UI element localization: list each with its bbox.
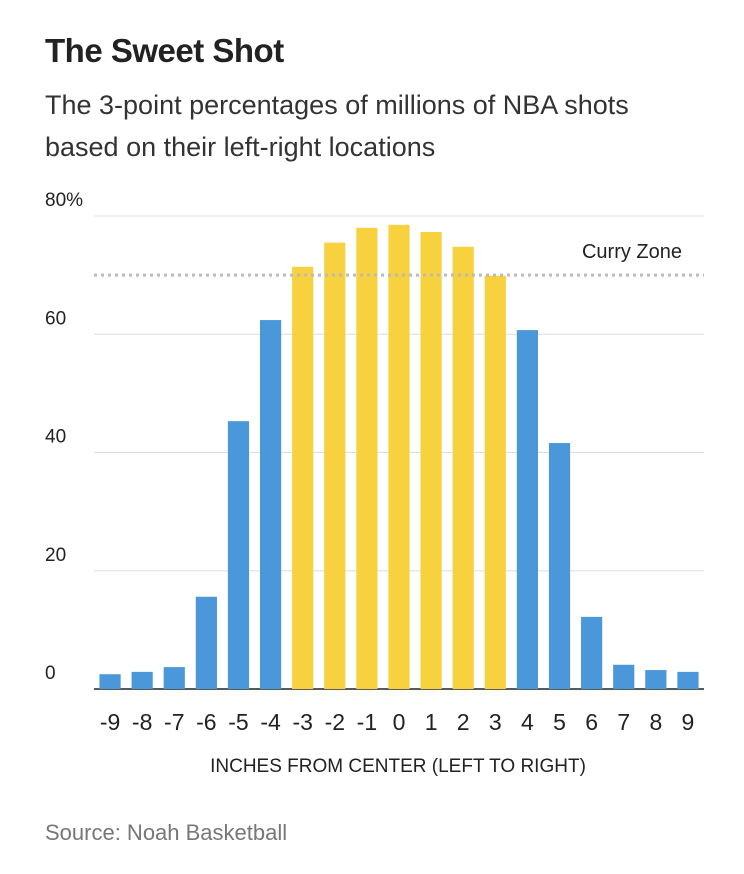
x-tick-label: -8	[132, 709, 152, 735]
bar	[388, 224, 410, 689]
y-tick-label: 20	[45, 545, 66, 566]
reference-label: Curry Zone	[582, 241, 682, 263]
x-tick-label: -4	[260, 709, 281, 735]
bar	[645, 670, 667, 689]
bar	[452, 246, 474, 689]
x-tick-label: 3	[489, 709, 502, 735]
bar	[227, 421, 250, 689]
y-tick-label: 40	[45, 427, 66, 448]
x-tick-label: -3	[292, 709, 312, 735]
x-tick-label: 8	[649, 709, 662, 735]
chart-subtitle: The 3-point percentages of millions of N…	[45, 90, 629, 162]
bar	[292, 266, 314, 689]
source: Source: Noah Basketball	[45, 820, 288, 845]
bar	[99, 674, 121, 689]
chart-title: The Sweet Shot	[45, 32, 284, 69]
x-tick-label: -5	[228, 709, 248, 735]
x-tick-label: -2	[325, 709, 345, 735]
chart: INCHES FROM CENTER (LEFT TO RIGHT) 02040…	[45, 190, 704, 777]
x-tick-label: 1	[425, 709, 438, 735]
bar	[131, 671, 153, 689]
y-tick-label: 80%	[45, 190, 83, 211]
x-tick-label: 4	[521, 709, 534, 735]
bar	[613, 664, 635, 689]
bar	[516, 330, 539, 689]
x-axis-label: INCHES FROM CENTER (LEFT TO RIGHT)	[210, 756, 586, 777]
bar	[259, 320, 282, 689]
bar	[484, 275, 506, 689]
bar	[163, 667, 185, 689]
bar	[356, 227, 378, 689]
bar	[548, 443, 571, 689]
x-tick-label: 6	[585, 709, 598, 735]
bar	[324, 242, 346, 689]
x-tick-label: 9	[682, 709, 695, 735]
bar	[581, 616, 603, 689]
x-tick-label: 7	[617, 709, 630, 735]
bar	[677, 671, 699, 689]
x-tick-label: -1	[357, 709, 377, 735]
x-tick-label: 0	[393, 709, 406, 735]
bar	[420, 231, 442, 689]
x-tick-label: 2	[457, 709, 470, 735]
x-tick-label: -9	[100, 709, 120, 735]
x-tick-label: 5	[553, 709, 566, 735]
x-tick-label: -6	[196, 709, 216, 735]
y-tick-label: 60	[45, 308, 66, 329]
bar	[195, 596, 217, 689]
y-tick-label: 0	[45, 663, 56, 684]
x-tick-label: -7	[164, 709, 184, 735]
